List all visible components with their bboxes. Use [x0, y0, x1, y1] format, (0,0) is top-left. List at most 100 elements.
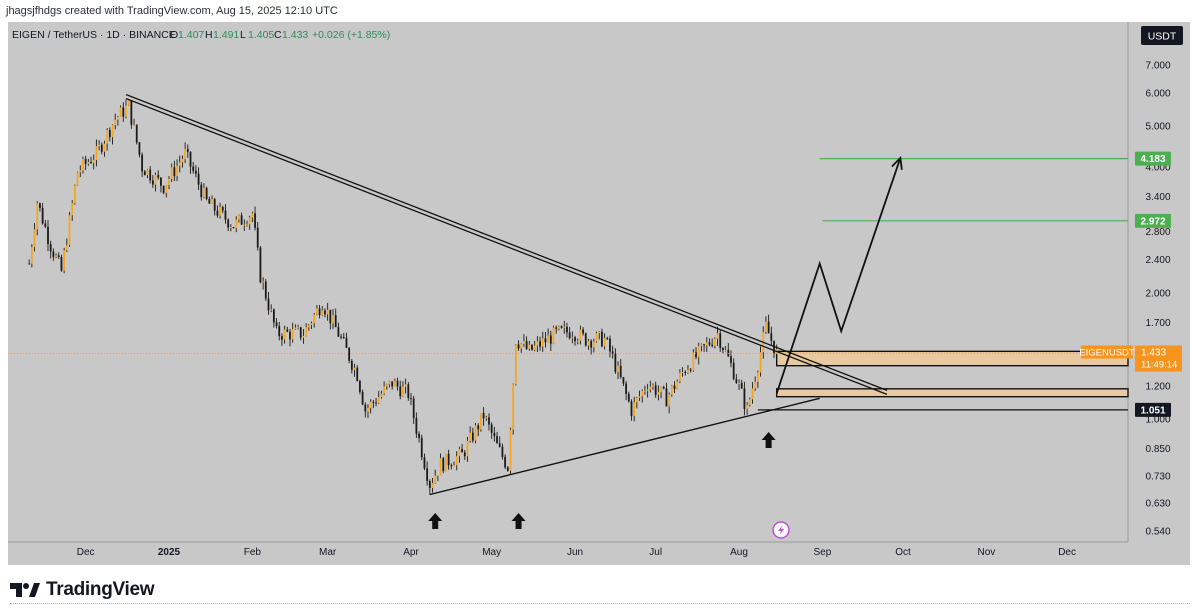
candle-body [369, 401, 372, 408]
candle-body [238, 215, 240, 220]
lightning-icon-bolt[interactable] [778, 525, 784, 535]
candle-body [264, 281, 267, 299]
candle-body [106, 130, 109, 144]
candle-body [49, 243, 52, 252]
candle-body [399, 386, 402, 397]
candle-body [345, 337, 348, 348]
candle-body [154, 174, 157, 185]
target-2-price-tag-bg [1135, 213, 1171, 228]
candle-body [90, 162, 92, 164]
candle-body [687, 369, 689, 373]
candle-body [176, 165, 178, 177]
candle-body [410, 398, 412, 400]
candle-body [364, 404, 367, 412]
candle-body [383, 386, 386, 394]
candle-body [162, 185, 165, 193]
candle-body [356, 367, 359, 381]
candle-body [523, 341, 525, 344]
candle-body [713, 338, 716, 346]
candle-body [477, 425, 480, 430]
candle-body [727, 349, 730, 357]
candle-body [657, 392, 660, 395]
candle-body [380, 393, 383, 398]
time-tick-label: Oct [895, 547, 911, 558]
lightning-icon[interactable] [772, 521, 790, 539]
projected-path-arrowhead [891, 155, 903, 170]
candle-body [450, 465, 453, 467]
candle-body [168, 178, 170, 186]
candle-body [367, 407, 369, 412]
candle-body [571, 337, 574, 339]
time-axis[interactable]: Dec 2025 Feb Mar Apr May Jun Jul Aug Sep Oct Nov Dec [8, 541, 1128, 558]
candle-body [388, 381, 391, 385]
candle-body [108, 130, 111, 138]
candle-body [302, 335, 305, 338]
candle-body [649, 386, 652, 390]
candle-body [135, 124, 138, 143]
time-tick-label: Apr [403, 547, 419, 558]
candle-body [738, 382, 740, 384]
candle-body [627, 393, 630, 402]
candle-body [79, 170, 82, 173]
footer-divider [10, 603, 1190, 604]
candle-body [55, 255, 57, 257]
candle-body [200, 184, 203, 198]
candle-body [609, 338, 611, 352]
price-axis[interactable]: 7.000 6.000 5.000 4.000 3.400 2.800 2.400 2.000… [1127, 22, 1171, 542]
candle-body [52, 251, 55, 257]
ascending-trendline [429, 397, 820, 496]
candle-body [641, 390, 644, 397]
candle-body [756, 372, 759, 382]
candle-body [313, 314, 316, 324]
candle-body [692, 352, 695, 371]
candle-body [415, 418, 418, 434]
candle-body [541, 338, 544, 347]
candle-body [127, 100, 130, 106]
candle-body [539, 341, 541, 347]
time-tick-label: Nov [978, 547, 996, 558]
candle-body [44, 223, 47, 227]
tradingview-logo[interactable]: TradingView [10, 579, 155, 601]
price-chart[interactable]: EIGEN / TetherUS · 1D · BINANCE O 1.407 … [8, 22, 1190, 565]
candle-body [547, 335, 550, 343]
support-price-tag: 1.051 [1135, 402, 1171, 417]
candle-body [211, 199, 213, 204]
candle-body [361, 391, 364, 405]
candle-body [33, 229, 36, 248]
candle-body [412, 398, 415, 419]
currency-button[interactable]: USDT [1141, 26, 1183, 45]
candle-body [646, 389, 649, 391]
arrow-up-shape [428, 513, 443, 529]
candle-body [299, 327, 302, 338]
candle-body [71, 203, 74, 216]
candle-body [442, 458, 445, 472]
candle-body [670, 385, 673, 395]
candle-body [697, 346, 700, 358]
candle-body [224, 210, 227, 220]
candle-body [566, 326, 568, 333]
candle-body [68, 215, 71, 246]
candle-body [297, 327, 299, 329]
candle-body [466, 440, 469, 457]
candle-body [157, 174, 160, 178]
price-tick-label: 1.200 [1145, 381, 1170, 392]
candle-body [568, 332, 571, 339]
candle-body [103, 143, 106, 152]
candle-body [240, 215, 243, 225]
candle-body [73, 185, 76, 204]
price-tick-label: 6.000 [1145, 89, 1170, 100]
candle-body [488, 417, 490, 425]
candle-body [436, 475, 439, 477]
candle-body [528, 344, 531, 349]
candle-body [746, 404, 749, 409]
candle-body [160, 177, 162, 186]
candle-body [708, 342, 711, 345]
target-1-price-tag-bg [1135, 151, 1171, 166]
currency-button-label[interactable]: USDT [1148, 31, 1177, 43]
candle-body [584, 333, 587, 346]
candle-body [243, 224, 246, 226]
descending-trendline-inner [125, 97, 888, 395]
currency-button-bg[interactable] [1141, 26, 1183, 45]
candle-body [95, 146, 98, 160]
chart-panel[interactable]: EIGEN / TetherUS · 1D · BINANCE O 1.407 … [8, 22, 1190, 565]
